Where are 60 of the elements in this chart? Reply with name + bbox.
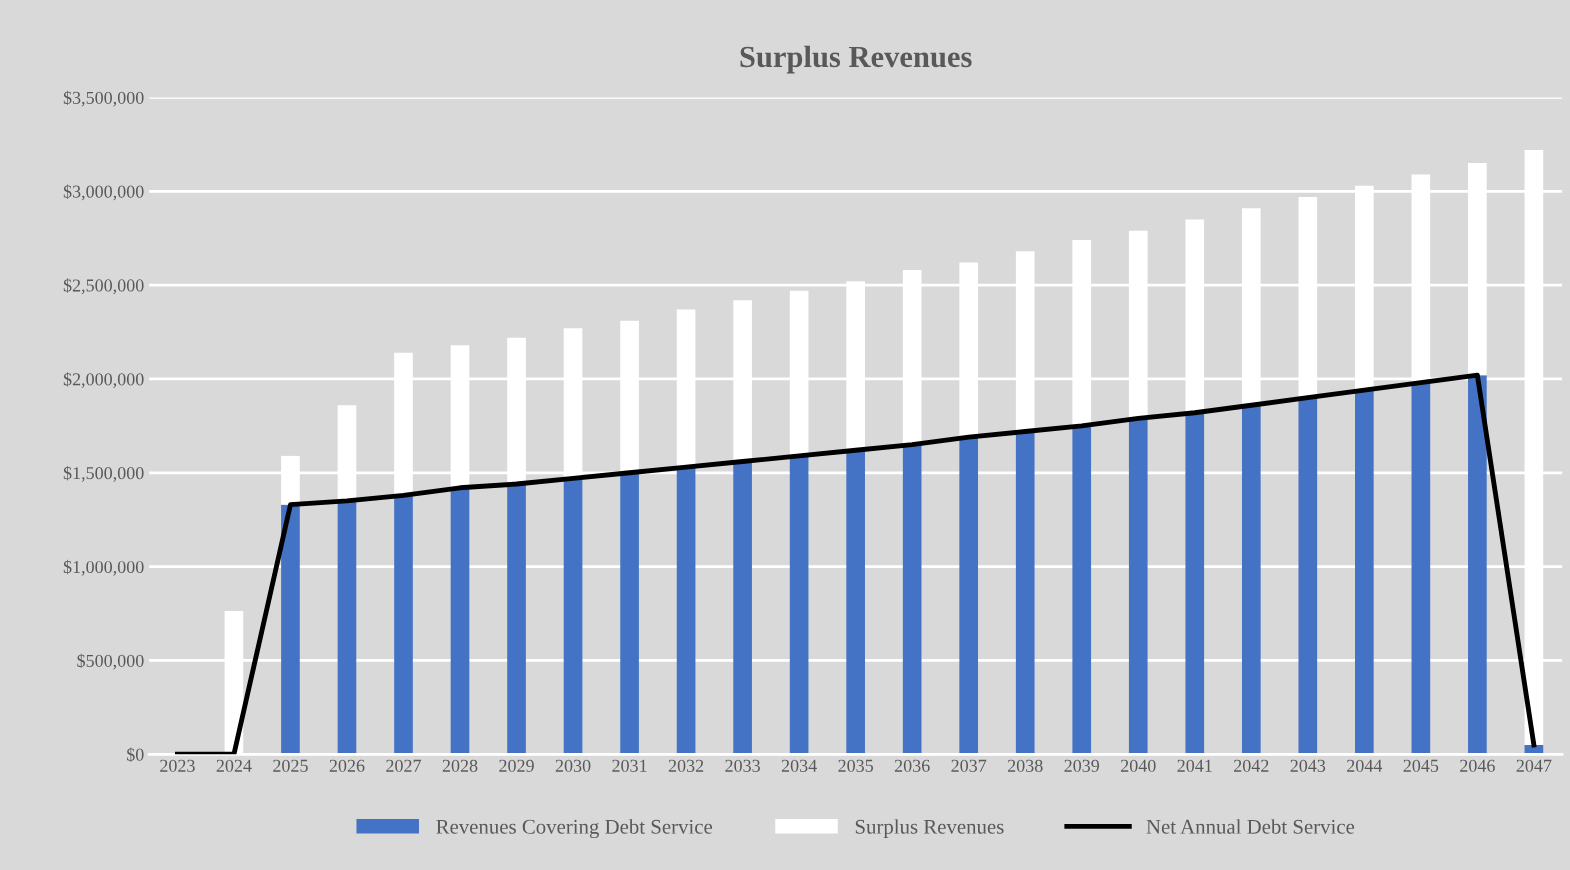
y-tick-label: $2,000,000	[63, 372, 144, 388]
bar	[620, 472, 639, 755]
x-tick-label: 2045	[1403, 759, 1439, 772]
bar	[394, 495, 413, 755]
x-tick-label: 2038	[1007, 759, 1043, 772]
bar	[563, 478, 583, 755]
x-tick-label: 2023	[160, 759, 195, 772]
x-tick-label: 2027	[386, 759, 422, 772]
x-tick-label: 2024	[216, 759, 252, 772]
x-tick-label: 2046	[1460, 759, 1495, 772]
bar	[789, 455, 809, 755]
x-tick-label: 2031	[612, 759, 647, 772]
bar	[846, 450, 865, 755]
x-tick-label: 2047	[1516, 759, 1552, 772]
x-tick-label: 2044	[1347, 759, 1383, 772]
x-tick-label: 2037	[951, 759, 987, 772]
y-tick-label: $3,000,000	[63, 184, 144, 201]
x-tick-label: 2025	[273, 759, 308, 772]
bar	[281, 504, 300, 755]
x-tick-label: 2032	[668, 759, 704, 772]
y-tick-label: $0	[127, 747, 144, 762]
y-tick-label: $1,000,000	[63, 559, 144, 576]
x-tick-label: 2033	[725, 759, 760, 772]
bar	[337, 500, 357, 755]
bar	[1128, 418, 1148, 755]
bar	[1468, 375, 1487, 755]
bar	[1185, 412, 1205, 755]
bar	[450, 487, 470, 755]
x-tick-label: 2039	[1064, 759, 1100, 772]
y-tick-label: $500,000	[77, 653, 144, 670]
x-tick-label: 2040	[1120, 759, 1156, 772]
y-tick-label: $2,500,000	[63, 278, 144, 295]
y-tick-label: $3,500,000	[63, 90, 144, 107]
line-series	[174, 372, 1537, 755]
x-tick-label: 2034	[781, 759, 817, 772]
bar	[1298, 397, 1318, 755]
x-tick-label: 2043	[1290, 759, 1326, 772]
x-tick-label: 2041	[1177, 759, 1212, 772]
x-tick-label: 2028	[442, 759, 478, 772]
bar	[1411, 382, 1431, 755]
bar	[507, 484, 526, 755]
chart-title: Surplus Revenues	[740, 45, 972, 74]
bar	[733, 461, 752, 755]
bar	[959, 437, 979, 755]
bar	[1072, 425, 1092, 755]
x-tick-label: 2026	[329, 759, 365, 772]
bar	[1015, 431, 1035, 755]
legend-label: Surplus Revenues	[855, 819, 1004, 839]
bar	[1241, 405, 1261, 755]
legend-label: Net Annual Debt Service	[1146, 819, 1355, 834]
bar	[902, 444, 922, 755]
bar	[676, 467, 696, 755]
x-tick-label: 2036	[894, 759, 930, 772]
y-tick-label: $1,500,000	[63, 465, 144, 482]
bar	[1355, 390, 1374, 755]
x-tick-label: 2029	[499, 759, 534, 772]
x-tick-label: 2042	[1234, 759, 1269, 772]
x-tick-label: 2030	[555, 759, 591, 772]
x-tick-label: 2035	[838, 759, 873, 772]
legend-label: Revenues Covering Debt Service	[436, 819, 713, 839]
